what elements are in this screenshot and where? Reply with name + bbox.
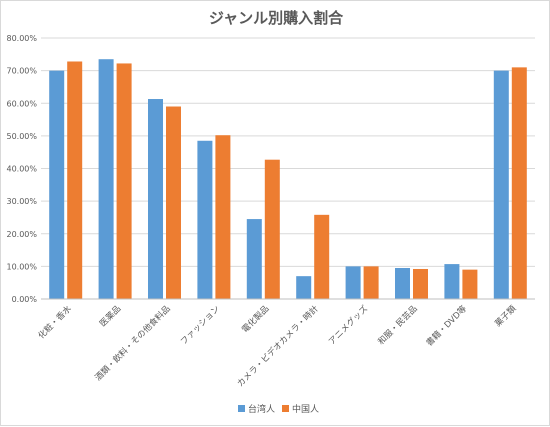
bars — [49, 59, 527, 300]
bar-china — [314, 214, 330, 299]
x-category-label: 医薬品 — [97, 303, 123, 329]
y-tick-label: 40.00% — [6, 165, 37, 174]
x-category-label: 菓子類 — [493, 303, 519, 329]
x-category-label: 書籍・DVD等 — [424, 303, 469, 348]
y-tick-label: 50.00% — [6, 132, 37, 141]
x-category-label: ファッション — [179, 304, 222, 347]
y-tick-label: 70.00% — [6, 67, 37, 76]
bar-taiwan — [98, 59, 114, 299]
x-category-label: カメラ・ビデオカメラ・時計 — [235, 303, 321, 389]
bar-taiwan — [197, 140, 213, 299]
bar-taiwan — [296, 276, 312, 299]
y-tick-label: 0.00% — [12, 295, 38, 304]
y-tick-label: 30.00% — [6, 197, 37, 206]
bar-china — [363, 266, 379, 299]
bar-china — [511, 67, 527, 299]
bar-china — [67, 61, 83, 299]
bar-china — [116, 63, 132, 300]
y-tick-label: 80.00% — [6, 34, 37, 43]
x-category-label: 和服・民芸品 — [376, 303, 420, 347]
legend-label: 台湾人 — [248, 403, 275, 415]
bar-china — [264, 159, 280, 299]
legend-swatch — [282, 405, 289, 412]
bar-taiwan — [493, 70, 509, 299]
y-tick-label: 10.00% — [6, 262, 37, 271]
x-category-label: 電化製品 — [240, 303, 272, 335]
legend: 台湾人 中国人 — [238, 403, 319, 415]
gridlines — [41, 37, 535, 300]
bar-taiwan — [345, 266, 361, 299]
bar-taiwan — [246, 219, 262, 299]
x-category-label: 化粧・香水 — [36, 303, 74, 341]
y-tick-label: 20.00% — [6, 230, 37, 239]
bar-taiwan — [395, 268, 410, 299]
legend-label: 中国人 — [292, 403, 319, 415]
bar-taiwan — [148, 99, 163, 299]
bar-china — [166, 106, 181, 299]
y-tick-label: 60.00% — [6, 99, 37, 108]
bar-china — [215, 135, 231, 299]
bar-taiwan — [444, 264, 460, 299]
chart-title: ジャンル別購入割合 — [209, 9, 344, 27]
bar-taiwan — [49, 70, 65, 299]
bar-china — [462, 269, 478, 299]
x-category-label: アニメグッズ — [326, 303, 370, 347]
bar-china — [413, 268, 428, 299]
legend-swatch — [238, 405, 245, 412]
y-axis-ticks: 0.00% 10.00% 20.00% 30.00% 40.00% 50.00% 60.00… — [6, 34, 37, 304]
